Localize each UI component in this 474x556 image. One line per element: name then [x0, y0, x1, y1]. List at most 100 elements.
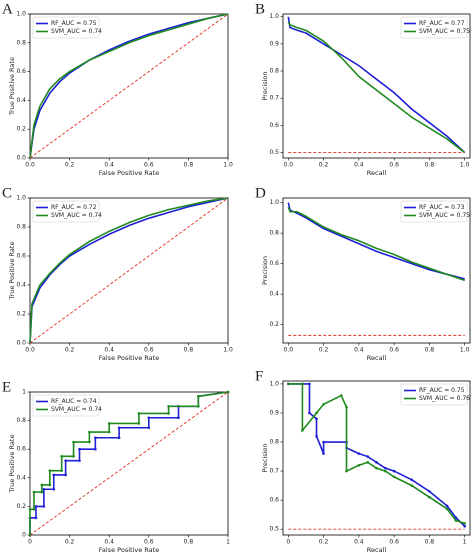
point-marker — [52, 473, 56, 477]
x-tick-label: 0.0 — [284, 347, 294, 354]
point-marker — [463, 522, 467, 525]
point-marker — [384, 469, 387, 473]
y-axis-label: Precision — [261, 256, 269, 285]
y-tick-label: 0.4 — [16, 282, 26, 289]
point-marker — [32, 490, 36, 494]
y-tick-label: 0.4 — [16, 97, 26, 104]
plot-frame — [29, 391, 229, 536]
point-marker — [454, 519, 458, 522]
point-marker — [40, 490, 44, 494]
y-tick-label: 0 — [22, 532, 26, 539]
x-tick-label: 1.0 — [460, 162, 470, 169]
y-tick-label: 0.8 — [269, 230, 279, 237]
x-tick-label: 0.6 — [389, 162, 399, 169]
legend-label: SVM_AUC = 0.76 — [419, 395, 470, 402]
panel-letter: F — [255, 368, 263, 384]
y-tick-label: 0.4 — [16, 474, 26, 481]
point-marker — [301, 429, 304, 432]
x-tick-label: 0.2 — [319, 162, 329, 169]
x-tick-label: 0.0 — [25, 347, 35, 354]
point-marker — [94, 447, 97, 451]
x-tick-label: 0 — [286, 539, 290, 546]
y-axis-label: True Positive Rate — [8, 435, 16, 494]
x-tick-label: 1 — [463, 539, 467, 546]
legend-box — [400, 383, 468, 406]
x-axis-label: Recall — [367, 169, 387, 177]
point-marker — [48, 483, 52, 487]
point-marker — [88, 430, 91, 434]
x-tick-label: 0.8 — [184, 347, 194, 354]
legend-box — [32, 200, 100, 223]
point-marker — [322, 440, 325, 444]
point-marker — [64, 459, 67, 462]
point-marker — [42, 505, 46, 508]
plot-frame — [282, 197, 471, 344]
point-marker — [117, 436, 121, 440]
point-marker — [357, 452, 361, 455]
point-marker — [428, 495, 431, 499]
point-marker — [40, 483, 44, 487]
point-marker — [286, 382, 290, 386]
series-line — [29, 197, 229, 344]
point-marker — [72, 440, 75, 444]
x-axis-label: False Positive Rate — [99, 354, 159, 362]
point-marker — [357, 463, 361, 467]
y-tick-label: 0.2 — [16, 311, 26, 318]
point-marker — [32, 507, 36, 511]
legend-box — [32, 16, 100, 39]
y-tick-label: 0.6 — [16, 253, 26, 260]
point-marker — [117, 426, 121, 430]
point-marker — [48, 469, 52, 472]
legend-label: SVM_AUC = 0.74 — [51, 406, 102, 413]
y-axis-label: True Positive Rate — [8, 242, 16, 301]
point-marker — [375, 461, 378, 464]
point-marker — [107, 422, 111, 425]
y-tick-label: 0.8 — [16, 224, 26, 231]
point-marker — [64, 473, 67, 477]
x-tick-label: 0.0 — [284, 162, 294, 169]
series-line — [29, 197, 229, 344]
point-marker — [410, 484, 414, 487]
y-tick-label: 1.0 — [16, 11, 26, 18]
y-tick-label: 0.2 — [269, 321, 279, 328]
point-marker — [345, 405, 348, 409]
point-marker — [392, 469, 396, 473]
y-axis-label: Precision — [261, 71, 269, 100]
y-tick-label: 0.7 — [269, 95, 279, 102]
panel-letter: C — [2, 185, 12, 201]
y-tick-label: 0.7 — [269, 468, 279, 475]
x-tick-label: 0.4 — [354, 162, 364, 169]
point-marker — [88, 440, 91, 444]
y-tick-label: 0.5 — [269, 149, 279, 156]
x-tick-label: 0.8 — [184, 162, 194, 169]
series-line — [288, 383, 466, 527]
legend-label: SVM_AUC = 0.74 — [51, 28, 102, 35]
x-tick-label: 0.4 — [104, 162, 114, 169]
plot-frame — [29, 197, 229, 344]
y-axis-label: True Positive Rate — [8, 57, 16, 116]
point-marker — [301, 382, 304, 386]
x-tick-label: 0.2 — [65, 162, 75, 169]
legend-label: SVM_AUC = 0.75 — [419, 28, 470, 35]
x-tick-label: 1.0 — [460, 347, 470, 354]
x-axis-label: False Positive Rate — [99, 169, 159, 177]
y-tick-label: 0.8 — [16, 417, 26, 424]
point-marker — [94, 436, 97, 440]
panel-letter: B — [255, 1, 265, 17]
legend-label: RF_AUC = 0.77 — [419, 20, 465, 27]
y-tick-label: 0.6 — [269, 122, 279, 129]
x-tick-label: 0.2 — [65, 347, 75, 354]
point-marker — [78, 459, 81, 462]
panel-letter: A — [2, 1, 13, 17]
x-tick-label: 0.8 — [184, 539, 194, 546]
point-marker — [322, 452, 325, 455]
series-line — [287, 16, 466, 154]
legend-label: SVM_AUC = 0.74 — [51, 212, 102, 219]
x-tick-label: 1.0 — [223, 347, 233, 354]
x-axis-label: False Positive Rate — [99, 546, 159, 554]
x-tick-label: 0.6 — [144, 347, 154, 354]
x-tick-label: 0.8 — [425, 162, 435, 169]
x-tick-label: 0.2 — [319, 347, 329, 354]
point-marker — [34, 516, 38, 520]
y-tick-label: 1.0 — [269, 199, 279, 206]
